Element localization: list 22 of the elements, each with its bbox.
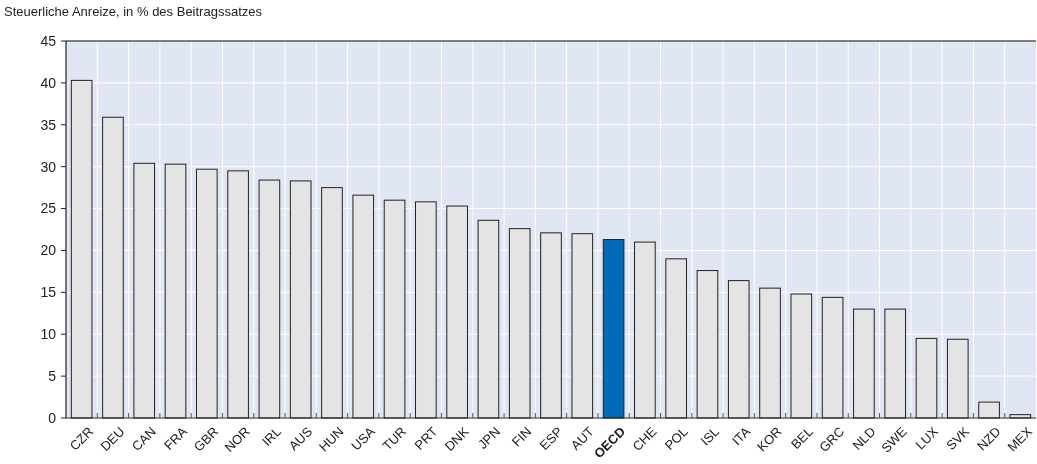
x-tick-label: JPN bbox=[475, 423, 503, 452]
y-tick-label: 5 bbox=[48, 368, 57, 385]
y-tick-label: 30 bbox=[40, 158, 57, 175]
x-tick-label: ITA bbox=[729, 423, 754, 449]
x-tick-label: USA bbox=[348, 423, 379, 454]
y-tick-label: 0 bbox=[48, 409, 57, 426]
chart-title: Steuerliche Anreize, in % des Beitragssatzes bbox=[4, 4, 263, 19]
x-tick-label: ISL bbox=[697, 423, 723, 449]
x-tick-label: NLD bbox=[849, 423, 879, 453]
x-tick-label: FRA bbox=[161, 423, 191, 453]
y-tick-label: 25 bbox=[40, 200, 57, 217]
x-tick-label: TUR bbox=[379, 423, 410, 454]
x-tick-label: FIN bbox=[508, 423, 535, 450]
x-tick-label: IRL bbox=[259, 423, 284, 449]
y-tick-label: 10 bbox=[40, 326, 57, 343]
y-tick-label: 35 bbox=[40, 116, 57, 133]
y-tick-label: 45 bbox=[40, 32, 57, 49]
y-tick-label: 15 bbox=[40, 284, 57, 301]
y-tick-label: 20 bbox=[40, 242, 57, 259]
y-tick-label: 40 bbox=[40, 74, 57, 91]
x-tick-label: POL bbox=[661, 423, 691, 453]
x-tick-label: BEL bbox=[787, 423, 816, 452]
